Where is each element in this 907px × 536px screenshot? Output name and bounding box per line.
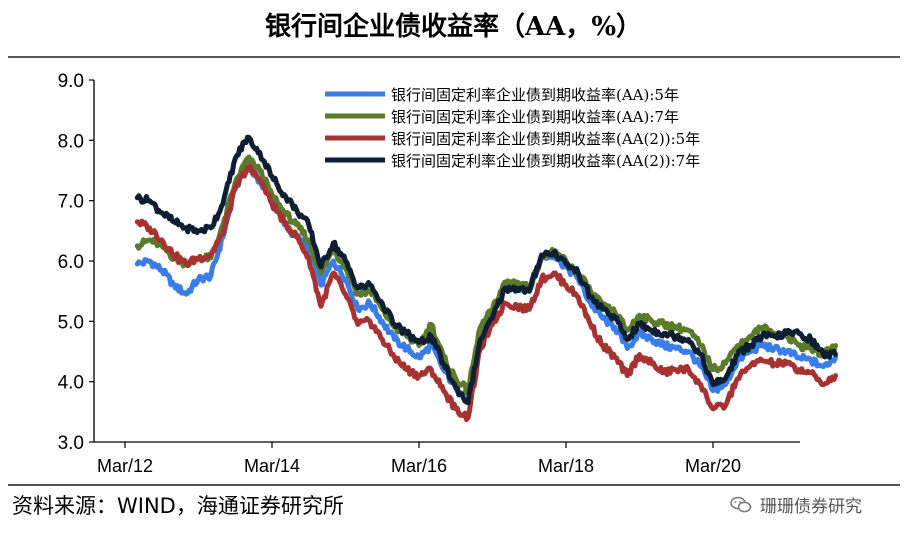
title-divider: [8, 56, 900, 58]
series-line-2: [134, 154, 838, 395]
series-line-3: [134, 164, 838, 423]
x-tick-label: Mar/12: [97, 456, 153, 476]
chart-title: 银行间企业债收益率（AA，%）: [264, 12, 643, 42]
series-layer: [134, 134, 838, 423]
watermark: 珊珊债券研究: [730, 492, 862, 517]
legend-label-4: 银行间固定利率企业债到期收益率(AA(2)):7年: [391, 152, 700, 170]
footer-divider: [8, 484, 900, 486]
legend-label-1: 银行间固定利率企业债到期收益率(AA):5年: [391, 86, 679, 104]
y-tick-label: 3.0: [58, 433, 84, 454]
y-tick-label: 4.0: [58, 373, 84, 394]
series-line-4: [134, 134, 838, 406]
legend-label-2: 银行间固定利率企业债到期收益率(AA):7年: [391, 108, 679, 126]
x-tick-label: Mar/14: [244, 456, 300, 476]
source-note: 资料来源：WIND，海通证券研究所: [12, 494, 344, 518]
watermark-text: 珊珊债券研究: [760, 497, 862, 517]
y-tick-label: 5.0: [58, 312, 84, 333]
line-chart: 9.0 8.0 7.0 6.0 5.0 4.0 3.0 Mar/12 Mar/14 Mar/16 M…: [58, 71, 838, 476]
legend-label-3: 银行间固定利率企业债到期收益率(AA(2)):5年: [391, 130, 700, 148]
chart-axes: 9.0 8.0 7.0 6.0 5.0 4.0 3.0 Mar/12 Mar/14 Mar/16 M…: [58, 71, 800, 476]
x-tick-label: Mar/16: [391, 456, 447, 476]
wechat-icon: [730, 496, 752, 512]
y-tick-label: 8.0: [58, 131, 84, 152]
x-tick-label: Mar/18: [538, 456, 594, 476]
y-tick-label: 9.0: [58, 71, 84, 92]
y-tick-label: 6.0: [58, 252, 84, 273]
y-tick-label: 7.0: [58, 192, 84, 213]
chart-legend: 银行间固定利率企业债到期收益率(AA):5年银行间固定利率企业债到期收益率(AA…: [325, 86, 700, 170]
x-tick-label: Mar/20: [685, 456, 741, 476]
